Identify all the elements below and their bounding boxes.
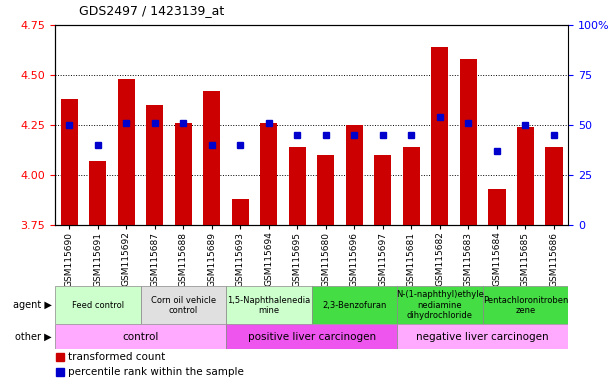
Bar — [546, 147, 563, 225]
Text: N-(1-naphthyl)ethyle
nediamine
dihydrochloride: N-(1-naphthyl)ethyle nediamine dihydroch… — [396, 290, 484, 320]
Text: GDS2497 / 1423139_at: GDS2497 / 1423139_at — [79, 4, 225, 17]
Text: positive liver carcinogen: positive liver carcinogen — [247, 332, 376, 342]
Text: Pentachloronitroben
zene: Pentachloronitroben zene — [483, 296, 568, 315]
Text: other ▶: other ▶ — [15, 332, 52, 342]
Text: Corn oil vehicle
control: Corn oil vehicle control — [151, 296, 216, 315]
Bar — [312, 286, 397, 324]
Text: agent ▶: agent ▶ — [13, 300, 52, 310]
Bar — [403, 147, 420, 225]
Text: 1,5-Naphthalenedia
mine: 1,5-Naphthalenedia mine — [227, 296, 310, 315]
Bar — [55, 286, 141, 324]
Bar — [226, 324, 397, 349]
Text: Feed control: Feed control — [71, 301, 124, 310]
Bar — [397, 286, 483, 324]
Bar — [488, 189, 505, 225]
Bar — [175, 123, 192, 225]
Bar — [317, 155, 334, 225]
Text: control: control — [122, 332, 159, 342]
Bar — [397, 324, 568, 349]
Text: negative liver carcinogen: negative liver carcinogen — [416, 332, 549, 342]
Bar — [289, 147, 306, 225]
Bar — [232, 199, 249, 225]
Bar — [60, 99, 78, 225]
Bar — [460, 59, 477, 225]
Bar — [375, 155, 392, 225]
Text: 2,3-Benzofuran: 2,3-Benzofuran — [322, 301, 387, 310]
Bar — [55, 324, 226, 349]
Bar — [226, 286, 312, 324]
Bar — [346, 125, 363, 225]
Bar — [431, 47, 448, 225]
Text: percentile rank within the sample: percentile rank within the sample — [68, 367, 244, 377]
Bar — [118, 79, 135, 225]
Text: transformed count: transformed count — [68, 352, 165, 362]
Bar — [260, 123, 277, 225]
Bar — [203, 91, 221, 225]
Bar — [141, 286, 226, 324]
Bar — [89, 161, 106, 225]
Bar — [146, 105, 163, 225]
Bar — [517, 127, 534, 225]
Bar — [483, 286, 568, 324]
